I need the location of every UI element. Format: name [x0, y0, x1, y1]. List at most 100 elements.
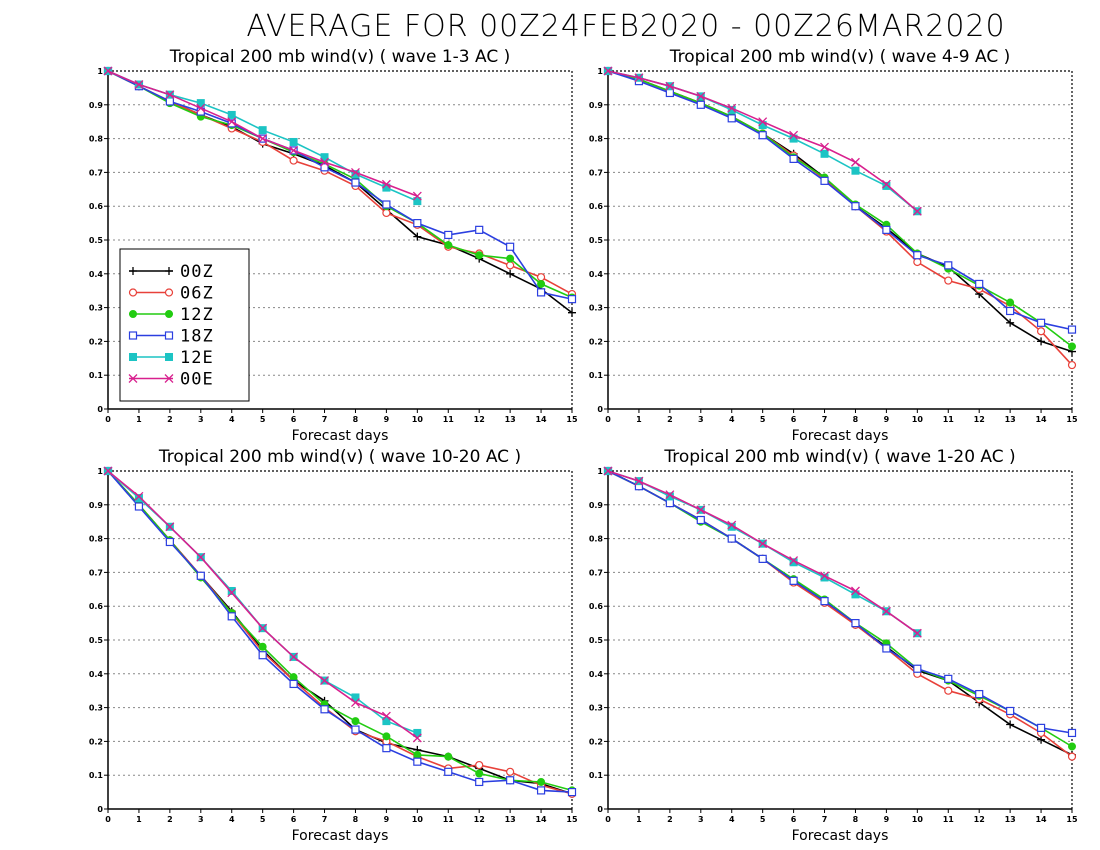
x-tick-label: 11: [943, 415, 955, 424]
x-tick-label: 5: [260, 415, 266, 424]
series-12e: [104, 467, 422, 737]
series-00e: [603, 466, 922, 638]
x-axis-label: Forecast days: [292, 828, 389, 844]
data-point: [536, 273, 546, 282]
y-tick-label: 0.8: [89, 135, 104, 144]
data-point: [506, 767, 515, 776]
data-point: [382, 717, 391, 726]
data-point: [103, 66, 113, 76]
data-point: [475, 760, 484, 770]
y-tick-label: 0.6: [89, 602, 104, 611]
data-point: [475, 225, 484, 234]
x-tick-label: 15: [566, 815, 578, 824]
y-tick-label: 1: [597, 67, 603, 76]
x-tick-label: 6: [291, 415, 297, 424]
data-point: [227, 588, 237, 598]
y-tick-label: 0.7: [589, 168, 603, 177]
data-point: [320, 153, 329, 162]
y-tick-label: 0.5: [89, 236, 104, 245]
data-point: [165, 522, 175, 532]
y-tick-label: 0.7: [89, 168, 103, 177]
legend-marker: [164, 331, 174, 340]
x-tick-label: 0: [605, 415, 611, 424]
y-tick-label: 0.9: [89, 101, 104, 110]
data-point: [351, 725, 360, 734]
x-tick-label: 3: [698, 415, 704, 424]
y-tick-label: 0.5: [89, 636, 104, 645]
x-tick-label: 2: [667, 815, 673, 824]
x-tick-label: 8: [353, 815, 359, 824]
data-point: [413, 757, 422, 766]
data-point: [851, 202, 860, 211]
data-point: [134, 491, 144, 501]
series-line-12e: [607, 70, 918, 212]
data-point: [1067, 325, 1077, 334]
data-point: [165, 90, 175, 100]
x-tick-label: 11: [943, 815, 955, 824]
data-point: [851, 157, 860, 167]
legend-marker: [128, 374, 138, 383]
data-point: [758, 539, 768, 549]
data-point: [227, 612, 236, 621]
x-tick-label: 10: [912, 415, 924, 424]
data-point: [913, 664, 922, 673]
data-point: [1067, 752, 1077, 761]
data-point: [820, 176, 829, 185]
data-point: [1067, 360, 1077, 370]
y-tick-label: 0.1: [89, 771, 104, 780]
data-point: [320, 163, 329, 172]
data-point: [413, 750, 422, 759]
data-point: [506, 776, 515, 785]
x-tick-label: 1: [636, 815, 642, 824]
data-point: [758, 554, 767, 563]
data-point: [103, 466, 113, 476]
data-point: [381, 711, 391, 721]
x-tick-label: 4: [729, 415, 735, 424]
x-tick-label: 14: [1035, 815, 1047, 824]
y-tick-label: 0: [597, 405, 603, 414]
data-point: [444, 241, 453, 250]
y-tick-label: 0.5: [589, 236, 604, 245]
data-point: [258, 126, 267, 135]
legend-marker: [129, 353, 137, 361]
series-06z: [603, 66, 1077, 370]
series-18z: [603, 466, 1077, 738]
series-18z: [103, 466, 577, 797]
x-tick-label: 8: [853, 415, 859, 424]
data-point: [881, 606, 891, 616]
x-tick-label: 12: [974, 415, 985, 424]
data-point: [603, 466, 613, 476]
y-tick-label: 0.2: [589, 337, 603, 346]
x-tick-label: 12: [474, 415, 485, 424]
data-point: [227, 117, 237, 127]
y-tick-label: 0.4: [89, 270, 104, 279]
y-tick-label: 1: [597, 467, 603, 476]
x-tick-label: 5: [760, 815, 766, 824]
x-tick-label: 3: [198, 415, 204, 424]
data-point: [975, 689, 984, 699]
series-00z: [104, 467, 576, 798]
y-tick-label: 0.8: [589, 135, 604, 144]
data-point: [475, 251, 484, 260]
x-tick-label: 9: [384, 815, 390, 824]
data-point: [506, 242, 515, 251]
x-tick-label: 8: [853, 815, 859, 824]
legend-marker: [165, 310, 173, 318]
chart-title: Tropical 200 mb wind(v) ( wave 1-3 AC ): [169, 47, 511, 67]
y-tick-label: 0.1: [589, 371, 604, 380]
data-point: [289, 137, 298, 146]
legend-marker: [129, 267, 137, 275]
data-point: [289, 156, 298, 165]
x-tick-label: 12: [474, 815, 485, 824]
data-point: [1006, 298, 1015, 307]
data-point: [258, 651, 267, 660]
data-point: [351, 698, 360, 707]
x-tick-label: 15: [566, 415, 578, 424]
y-tick-label: 0.4: [89, 670, 104, 679]
x-tick-label: 14: [1035, 415, 1047, 424]
data-point: [506, 269, 515, 278]
chart-panel-3: Tropical 200 mb wind(v) ( wave 10-20 AC …: [89, 447, 578, 844]
y-tick-label: 0.7: [589, 568, 603, 577]
data-point: [289, 679, 298, 689]
data-point: [289, 652, 299, 662]
